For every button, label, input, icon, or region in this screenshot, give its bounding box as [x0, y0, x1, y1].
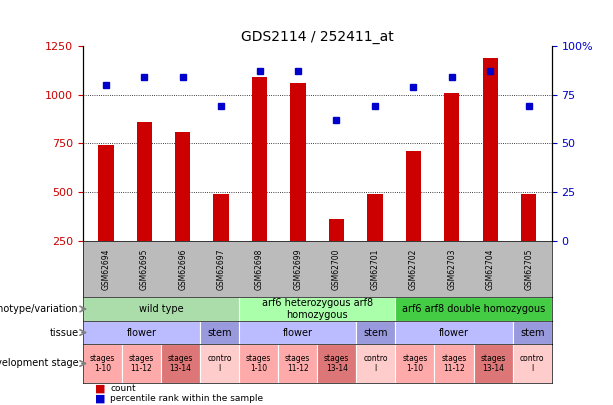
Text: percentile rank within the sample: percentile rank within the sample [110, 394, 264, 403]
Text: stages
11-12: stages 11-12 [129, 354, 154, 373]
Title: GDS2114 / 252411_at: GDS2114 / 252411_at [241, 30, 394, 44]
Text: GSM62698: GSM62698 [255, 248, 264, 290]
Bar [252, 77, 267, 241]
Text: tissue: tissue [49, 328, 78, 337]
Bar [356, 321, 395, 344]
Text: stem: stem [207, 328, 232, 337]
Text: flower: flower [439, 328, 469, 337]
Bar [200, 321, 239, 344]
Text: GSM62697: GSM62697 [216, 248, 226, 290]
Text: stem: stem [520, 328, 544, 337]
Text: stages
1-10: stages 1-10 [402, 354, 428, 373]
Text: arf6 arf8 double homozygous: arf6 arf8 double homozygous [402, 304, 545, 314]
Text: GSM62704: GSM62704 [485, 248, 495, 290]
Text: contro
l: contro l [520, 354, 544, 373]
Bar [83, 321, 200, 344]
Text: contro
l: contro l [364, 354, 388, 373]
Text: flower: flower [126, 328, 156, 337]
Text: stages
1-10: stages 1-10 [246, 354, 272, 373]
Text: contro
l: contro l [207, 354, 232, 373]
Text: GSM62702: GSM62702 [409, 248, 418, 290]
Text: GSM62701: GSM62701 [370, 248, 379, 290]
Text: flower: flower [283, 328, 313, 337]
Text: ■: ■ [95, 384, 105, 394]
Text: count: count [110, 384, 136, 394]
Text: genotype/variation: genotype/variation [0, 304, 78, 314]
Text: stages
13-14: stages 13-14 [481, 354, 506, 373]
Bar [98, 145, 113, 241]
Bar [200, 344, 239, 383]
Bar [406, 151, 421, 241]
Text: GSM62695: GSM62695 [140, 248, 149, 290]
Bar [435, 344, 474, 383]
Text: GSM62703: GSM62703 [447, 248, 456, 290]
Text: arf6 heterozygous arf8
homozygous: arf6 heterozygous arf8 homozygous [262, 298, 373, 320]
Bar [512, 321, 552, 344]
Text: GSM62705: GSM62705 [524, 248, 533, 290]
Bar [521, 194, 536, 241]
Text: GSM62700: GSM62700 [332, 248, 341, 290]
Bar [318, 344, 356, 383]
Bar [474, 344, 512, 383]
Text: stages
13-14: stages 13-14 [168, 354, 193, 373]
Bar [291, 83, 306, 241]
Text: GSM62694: GSM62694 [101, 248, 110, 290]
Bar [83, 297, 239, 321]
Bar [512, 344, 552, 383]
Bar [482, 58, 498, 241]
Bar [278, 344, 318, 383]
Bar [329, 219, 344, 241]
Bar [83, 344, 122, 383]
Bar [395, 321, 512, 344]
Text: GSM62699: GSM62699 [294, 248, 302, 290]
Bar [175, 132, 191, 241]
Bar [239, 344, 278, 383]
Text: ■: ■ [95, 394, 105, 404]
Text: stages
13-14: stages 13-14 [324, 354, 349, 373]
Text: stages
1-10: stages 1-10 [89, 354, 115, 373]
Text: GSM62696: GSM62696 [178, 248, 187, 290]
Bar [239, 321, 356, 344]
Text: stem: stem [364, 328, 388, 337]
Bar [356, 344, 395, 383]
Bar [213, 194, 229, 241]
Bar [161, 344, 200, 383]
Bar [239, 297, 395, 321]
Bar [395, 344, 435, 383]
Bar [137, 122, 152, 241]
Text: wild type: wild type [139, 304, 183, 314]
Bar [444, 93, 460, 241]
Bar [395, 297, 552, 321]
Text: development stage: development stage [0, 358, 78, 369]
Bar [122, 344, 161, 383]
Text: stages
11-12: stages 11-12 [285, 354, 310, 373]
Bar [367, 194, 383, 241]
Text: stages
11-12: stages 11-12 [441, 354, 466, 373]
